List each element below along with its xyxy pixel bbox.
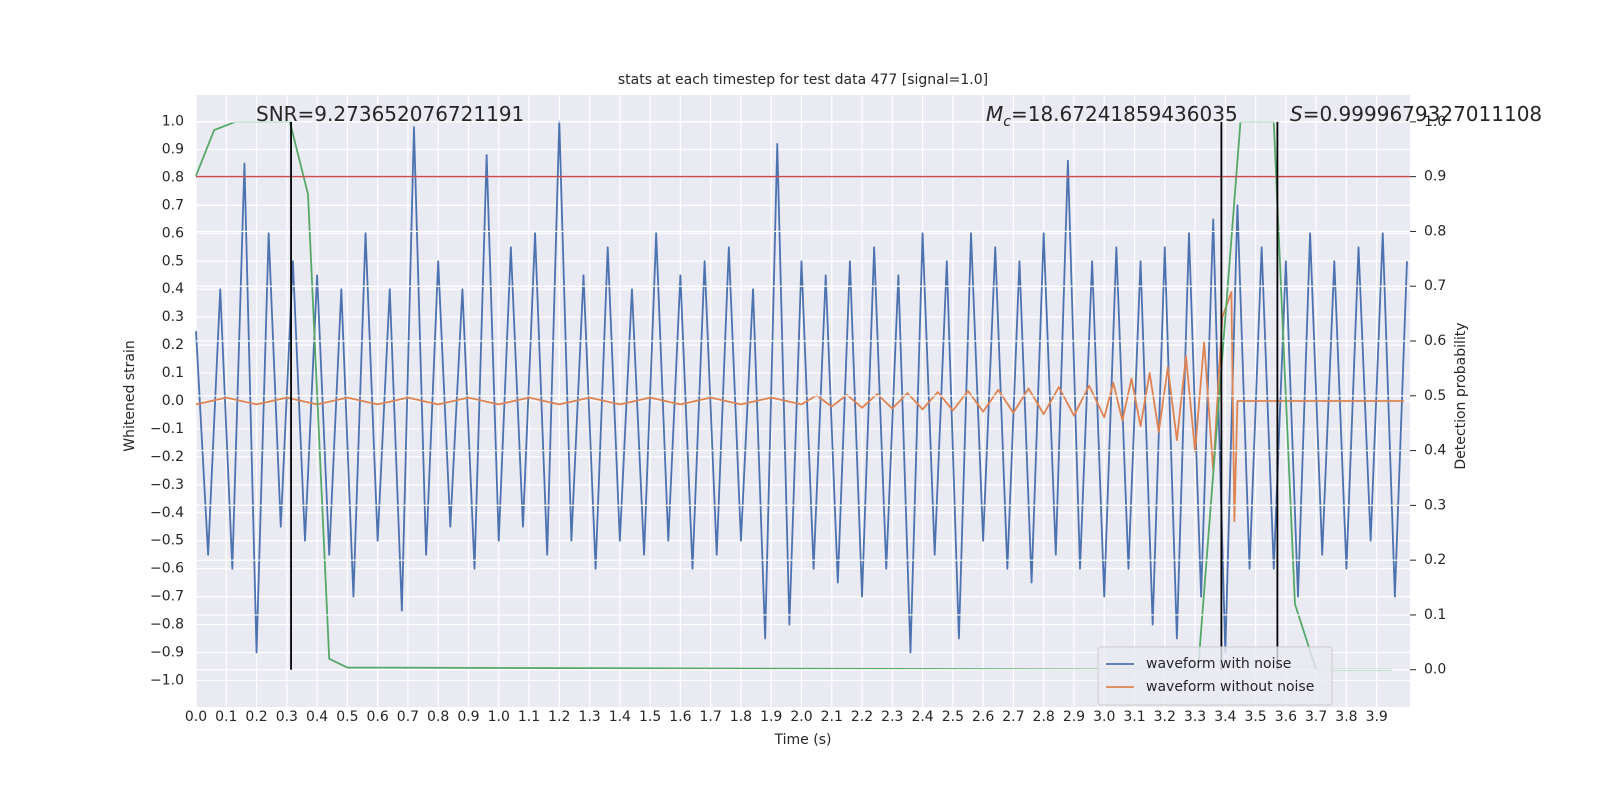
annotation: SNR=9.273652076721191	[256, 102, 524, 126]
y-tick-label: 0.6	[162, 225, 184, 241]
y-tick-label: 1.0	[162, 114, 184, 130]
x-tick-label: 2.4	[911, 709, 933, 725]
x-tick-label: 3.5	[1244, 709, 1266, 725]
x-tick-label: 1.3	[578, 709, 600, 725]
y-tick-label: 0.7	[162, 197, 184, 213]
x-tick-label: 3.7	[1305, 709, 1327, 725]
x-tick-label: 2.8	[1033, 709, 1055, 725]
y-tick-label: 0.0	[162, 393, 184, 409]
annotation-text: SNR=9.273652076721191	[256, 102, 524, 126]
x-tick-label: 0.0	[185, 709, 207, 725]
x-tick-label: 3.2	[1154, 709, 1176, 725]
y-tick-label: −0.8	[150, 617, 184, 633]
x-tick-label: 3.3	[1184, 709, 1206, 725]
legend-label: waveform without noise	[1146, 679, 1314, 695]
x-tick-label: 1.0	[488, 709, 510, 725]
y2-tick-label: 0.6	[1424, 333, 1446, 349]
y-tick-label: 0.3	[162, 309, 184, 325]
y2-tick-label: 0.2	[1424, 552, 1446, 568]
x-tick-label: 2.7	[1002, 709, 1024, 725]
legend-label: waveform with noise	[1146, 656, 1291, 672]
series-line	[195, 120, 1408, 654]
y-tick-label: 0.1	[162, 365, 184, 381]
legend-box	[1097, 646, 1333, 706]
annotation-symbol: M	[986, 102, 1003, 126]
annotation-text: =18.67241859436035	[1011, 102, 1238, 126]
y-axis-label: Whitened strain	[122, 340, 138, 451]
x-tick-label: 2.5	[942, 709, 964, 725]
chart-title: stats at each timestep for test data 477…	[618, 72, 988, 88]
x-tick-label: 3.6	[1275, 709, 1297, 725]
x-tick-label: 0.1	[215, 709, 237, 725]
y-tick-label: 0.2	[162, 337, 184, 353]
annotation-symbol: S	[1290, 102, 1303, 126]
annotation: S=0.9999679327011108	[1290, 102, 1542, 126]
y2-tick-label: 0.9	[1424, 169, 1446, 185]
y-tick-label: −1.0	[150, 672, 184, 688]
x-tick-label: 2.3	[881, 709, 903, 725]
x-tick-label: 1.6	[669, 709, 691, 725]
x-tick-label: 1.5	[639, 709, 661, 725]
y2-axis-label: Detection probability	[1453, 322, 1469, 469]
x-tick-label: 1.9	[760, 709, 782, 725]
y-tick-label: −0.9	[150, 645, 184, 661]
legend: waveform with noise waveform without nois…	[1097, 646, 1333, 706]
overlay-layer	[196, 121, 1410, 670]
y-tick-label: −0.4	[150, 505, 184, 521]
y-tick-label: −0.5	[150, 533, 184, 549]
x-tick-label: 3.4	[1214, 709, 1236, 725]
x-tick-label: 1.4	[609, 709, 631, 725]
x-tick-label: 3.0	[1093, 709, 1115, 725]
y-tick-label: 0.9	[162, 141, 184, 157]
x-tick-label: 3.1	[1123, 709, 1145, 725]
x-tick-label: 0.3	[276, 709, 298, 725]
y-tick-label: 0.4	[162, 281, 184, 297]
x-tick-label: 1.7	[700, 709, 722, 725]
y2-tick-label: 0.5	[1424, 388, 1446, 404]
x-tick-label: 0.6	[367, 709, 389, 725]
y2-tick-label: 0.1	[1424, 607, 1446, 623]
x-axis-label: Time (s)	[774, 732, 832, 748]
y-tick-label: −0.7	[150, 589, 184, 605]
x-tick-label: 0.8	[427, 709, 449, 725]
y-tick-label: −0.6	[150, 561, 184, 577]
x-tick-label: 3.9	[1366, 709, 1388, 725]
y2-tick-label: 0.3	[1424, 497, 1446, 513]
y-tick-label: 0.8	[162, 169, 184, 185]
x-tick-label: 2.6	[972, 709, 994, 725]
annotation-subscript: c	[1003, 114, 1011, 130]
y-tick-label: −0.3	[150, 477, 184, 493]
y2-tick-label: 0.7	[1424, 278, 1446, 294]
y2-tick-label: 0.8	[1424, 223, 1446, 239]
x-tick-label: 2.9	[1063, 709, 1085, 725]
annotation-text: =0.9999679327011108	[1303, 102, 1542, 126]
y-tick-label: −0.2	[150, 449, 184, 465]
x-tick-label: 1.8	[730, 709, 752, 725]
series-line	[195, 291, 1404, 523]
x-tick-label: 3.8	[1335, 709, 1357, 725]
y-tick-label: 0.5	[162, 253, 184, 269]
x-tick-label: 1.2	[548, 709, 570, 725]
x-tick-label: 0.9	[457, 709, 479, 725]
x-tick-label: 0.5	[336, 709, 358, 725]
x-tick-label: 0.7	[397, 709, 419, 725]
x-tick-label: 2.1	[821, 709, 843, 725]
x-tick-label: 0.2	[245, 709, 267, 725]
y2-tick-label: 0.0	[1424, 662, 1446, 678]
x-tick-label: 2.0	[790, 709, 812, 725]
y2-tick-label: 1.0	[1424, 114, 1446, 130]
y-tick-label: −0.1	[150, 421, 184, 437]
x-tick-label: 0.4	[306, 709, 328, 725]
grid-left	[195, 95, 1410, 707]
annotation: Mc=18.67241859436035	[986, 102, 1238, 130]
x-tick-label: 1.1	[518, 709, 540, 725]
y2-tick-label: 0.4	[1424, 443, 1446, 459]
x-tick-label: 2.2	[851, 709, 873, 725]
